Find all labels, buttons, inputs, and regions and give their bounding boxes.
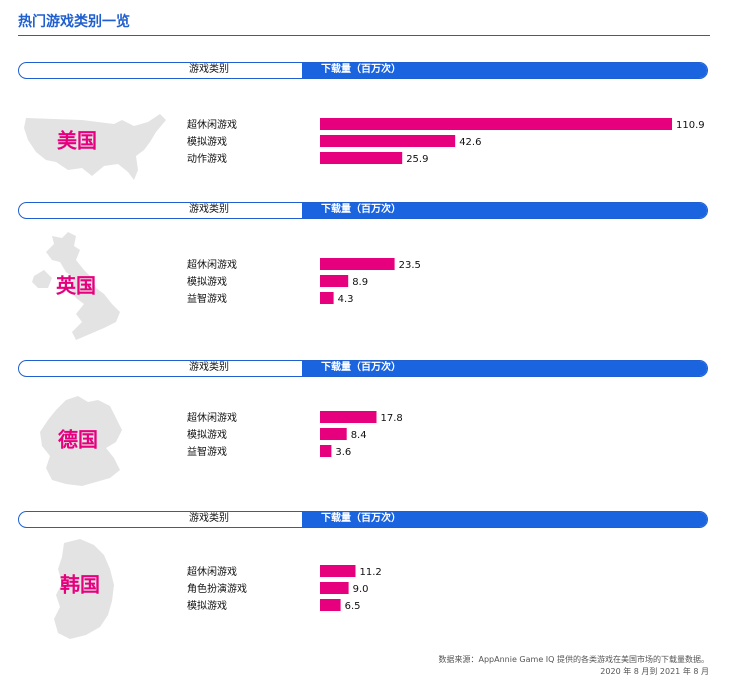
value-label: 11.2: [360, 567, 382, 578]
country-label: 英国: [56, 273, 96, 298]
bar: [320, 275, 349, 287]
country-label: 美国: [57, 128, 97, 153]
value-label: 110.9: [676, 120, 705, 131]
source-note: 数据来源：AppAnnie Game IQ 提供的各类游戏在美国市场的下载量数据…: [438, 655, 710, 664]
bar: [320, 582, 349, 594]
header-downloads-label: 下载量（百万次）: [321, 513, 401, 524]
header-pill: 游戏类别 下载量（百万次）: [18, 360, 708, 377]
header-category-label: 游戏类别: [189, 362, 229, 373]
header-downloads-panel: 下载量（百万次）: [302, 361, 707, 376]
category-label: 超休闲游戏: [187, 118, 237, 131]
value-label: 17.8: [381, 413, 403, 424]
category-label: 模拟游戏: [187, 135, 227, 148]
category-label: 超休闲游戏: [187, 258, 237, 271]
header-downloads-label: 下载量（百万次）: [321, 64, 401, 75]
value-label: 25.9: [406, 154, 428, 165]
source-date-range: 2020 年 8 月到 2021 年 8 月: [600, 667, 709, 676]
country-label: 韩国: [60, 572, 100, 597]
section-uk: 游戏类别 下载量（百万次） 英国 超休闲游戏 23.5 模拟游戏 8.9 益智游戏 4.3: [0, 202, 735, 342]
category-label: 益智游戏: [187, 445, 227, 458]
bar: [320, 118, 672, 130]
header-category-label: 游戏类别: [189, 64, 229, 75]
category-label: 模拟游戏: [187, 428, 227, 441]
header-category-label: 游戏类别: [189, 204, 229, 215]
category-label: 超休闲游戏: [187, 565, 237, 578]
category-label: 角色扮演游戏: [187, 582, 247, 595]
bar-chart: 超休闲游戏 11.2 角色扮演游戏 9.0 模拟游戏 6.5: [187, 565, 382, 612]
bar: [320, 565, 356, 577]
value-label: 8.9: [352, 277, 368, 288]
header-category-label: 游戏类别: [189, 513, 229, 524]
category-label: 模拟游戏: [187, 275, 227, 288]
bar: [320, 445, 332, 457]
bar: [320, 292, 334, 304]
bar-chart: 超休闲游戏 110.9 模拟游戏 42.6 动作游戏 25.9: [187, 118, 705, 165]
bar: [320, 152, 403, 164]
value-label: 42.6: [459, 137, 481, 148]
value-label: 3.6: [335, 447, 351, 458]
category-label: 动作游戏: [187, 152, 227, 165]
bar: [320, 411, 377, 423]
germany-map-icon: [36, 396, 126, 488]
korea-map-icon: [50, 539, 120, 641]
header-downloads-panel: 下载量（百万次）: [302, 203, 707, 218]
bar-chart: 超休闲游戏 17.8 模拟游戏 8.4 益智游戏 3.6: [187, 411, 403, 458]
bar: [320, 599, 341, 611]
country-label: 德国: [58, 427, 98, 452]
value-label: 9.0: [353, 584, 369, 595]
value-label: 4.3: [338, 294, 354, 305]
header-downloads-label: 下载量（百万次）: [321, 204, 401, 215]
header-pill: 游戏类别 下载量（百万次）: [18, 511, 708, 528]
bar: [320, 258, 395, 270]
bar: [320, 428, 347, 440]
value-label: 8.4: [351, 430, 367, 441]
header-pill: 游戏类别 下载量（百万次）: [18, 62, 708, 79]
title-divider: [18, 35, 710, 36]
value-label: 23.5: [399, 260, 421, 271]
page-title: 热门游戏类别一览: [18, 14, 130, 30]
header-pill: 游戏类别 下载量（百万次）: [18, 202, 708, 219]
header-downloads-label: 下载量（百万次）: [321, 362, 401, 373]
bar: [320, 135, 456, 147]
usa-map-icon: [22, 112, 167, 184]
section-usa: 游戏类别 下载量（百万次） 美国 超休闲游戏 110.9 模拟游戏 42.6 动作游戏 2…: [0, 62, 735, 202]
category-label: 益智游戏: [187, 292, 227, 305]
value-label: 6.5: [345, 601, 361, 612]
section-korea: 游戏类别 下载量（百万次） 韩国 超休闲游戏 11.2 角色扮演游戏 9.0 模拟游戏 6…: [0, 511, 735, 651]
category-label: 超休闲游戏: [187, 411, 237, 424]
header-downloads-panel: 下载量（百万次）: [302, 63, 707, 78]
bar-chart: 超休闲游戏 23.5 模拟游戏 8.9 益智游戏 4.3: [187, 258, 421, 305]
header-downloads-panel: 下载量（百万次）: [302, 512, 707, 527]
section-germany: 游戏类别 下载量（百万次） 德国 超休闲游戏 17.8 模拟游戏 8.4 益智游戏 3.6: [0, 360, 735, 500]
category-label: 模拟游戏: [187, 599, 227, 612]
uk-map-icon: [32, 230, 127, 342]
